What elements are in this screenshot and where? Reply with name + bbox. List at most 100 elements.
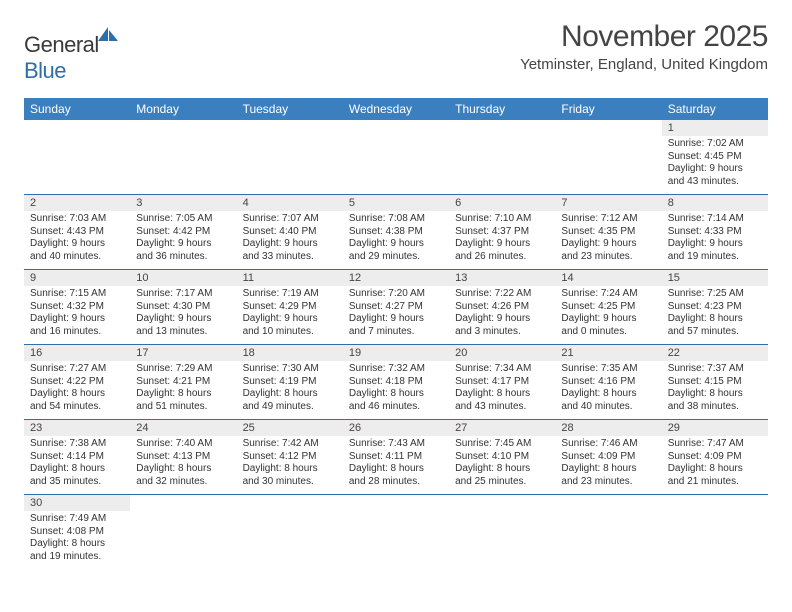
day-content-cell: Sunrise: 7:22 AMSunset: 4:26 PMDaylight:…	[449, 286, 555, 345]
sunrise-text: Sunrise: 7:42 AM	[243, 438, 337, 451]
day-details: Sunrise: 7:22 AMSunset: 4:26 PMDaylight:…	[449, 286, 555, 344]
day-number: 30	[24, 495, 130, 511]
sunrise-text: Sunrise: 7:30 AM	[243, 363, 337, 376]
sunrise-text: Sunrise: 7:34 AM	[455, 363, 549, 376]
empty-daynum	[449, 120, 555, 136]
sunrise-text: Sunrise: 7:37 AM	[668, 363, 762, 376]
day-details: Sunrise: 7:40 AMSunset: 4:13 PMDaylight:…	[130, 436, 236, 494]
sunrise-text: Sunrise: 7:38 AM	[30, 438, 124, 451]
week-daynum-row: 2345678	[24, 195, 768, 212]
day-number-cell: 28	[555, 420, 661, 437]
day-content-cell: Sunrise: 7:29 AMSunset: 4:21 PMDaylight:…	[130, 361, 236, 420]
day-number: 27	[449, 420, 555, 436]
sunrise-text: Sunrise: 7:24 AM	[561, 288, 655, 301]
day-details: Sunrise: 7:32 AMSunset: 4:18 PMDaylight:…	[343, 361, 449, 419]
day-number-cell	[449, 495, 555, 512]
week-content-row: Sunrise: 7:02 AMSunset: 4:45 PMDaylight:…	[24, 136, 768, 195]
sunset-text: Sunset: 4:25 PM	[561, 301, 655, 314]
day-details: Sunrise: 7:03 AMSunset: 4:43 PMDaylight:…	[24, 211, 130, 269]
sunrise-text: Sunrise: 7:35 AM	[561, 363, 655, 376]
sunset-text: Sunset: 4:21 PM	[136, 376, 230, 389]
day-number-cell: 26	[343, 420, 449, 437]
day-content-cell: Sunrise: 7:12 AMSunset: 4:35 PMDaylight:…	[555, 211, 661, 270]
sunset-text: Sunset: 4:40 PM	[243, 226, 337, 239]
day-content-cell	[555, 511, 661, 569]
day-header: Sunday	[24, 98, 130, 120]
sunset-text: Sunset: 4:11 PM	[349, 451, 443, 464]
day-number: 28	[555, 420, 661, 436]
day-content-cell	[237, 511, 343, 569]
day-number: 21	[555, 345, 661, 361]
day-number-cell	[130, 120, 236, 136]
sunset-text: Sunset: 4:22 PM	[30, 376, 124, 389]
page-title: November 2025	[520, 20, 768, 54]
week-content-row: Sunrise: 7:38 AMSunset: 4:14 PMDaylight:…	[24, 436, 768, 495]
day-number-cell: 16	[24, 345, 130, 362]
sunset-text: Sunset: 4:37 PM	[455, 226, 549, 239]
day-content-cell	[343, 136, 449, 195]
page-subtitle: Yetminster, England, United Kingdom	[520, 56, 768, 73]
week-daynum-row: 1	[24, 120, 768, 136]
day-content-cell	[237, 136, 343, 195]
day-details: Sunrise: 7:17 AMSunset: 4:30 PMDaylight:…	[130, 286, 236, 344]
week-daynum-row: 16171819202122	[24, 345, 768, 362]
sunrise-text: Sunrise: 7:15 AM	[30, 288, 124, 301]
daylight-text: Daylight: 8 hours and 57 minutes.	[668, 313, 762, 338]
day-number-cell: 1	[662, 120, 768, 136]
daylight-text: Daylight: 9 hours and 10 minutes.	[243, 313, 337, 338]
logo-word-1: General	[24, 32, 99, 57]
daylight-text: Daylight: 8 hours and 19 minutes.	[30, 538, 124, 563]
page-header: General Blue November 2025 Yetminster, E…	[24, 20, 768, 84]
daylight-text: Daylight: 8 hours and 40 minutes.	[561, 388, 655, 413]
week-daynum-row: 23242526272829	[24, 420, 768, 437]
daylight-text: Daylight: 8 hours and 25 minutes.	[455, 463, 549, 488]
sunset-text: Sunset: 4:17 PM	[455, 376, 549, 389]
sunrise-text: Sunrise: 7:10 AM	[455, 213, 549, 226]
sunset-text: Sunset: 4:12 PM	[243, 451, 337, 464]
sunrise-text: Sunrise: 7:49 AM	[30, 513, 124, 526]
day-number-cell	[662, 495, 768, 512]
sunset-text: Sunset: 4:08 PM	[30, 526, 124, 539]
sunrise-text: Sunrise: 7:03 AM	[30, 213, 124, 226]
week-daynum-row: 30	[24, 495, 768, 512]
day-content-cell	[24, 136, 130, 195]
day-content-cell: Sunrise: 7:08 AMSunset: 4:38 PMDaylight:…	[343, 211, 449, 270]
day-number-cell: 29	[662, 420, 768, 437]
day-number-cell	[555, 495, 661, 512]
day-content-cell: Sunrise: 7:14 AMSunset: 4:33 PMDaylight:…	[662, 211, 768, 270]
sunrise-text: Sunrise: 7:20 AM	[349, 288, 443, 301]
day-number-cell: 2	[24, 195, 130, 212]
day-details: Sunrise: 7:12 AMSunset: 4:35 PMDaylight:…	[555, 211, 661, 269]
sunrise-text: Sunrise: 7:22 AM	[455, 288, 549, 301]
day-number: 29	[662, 420, 768, 436]
calendar-body: 1 Sunrise: 7:02 AMSunset: 4:45 PMDayligh…	[24, 120, 768, 569]
week-content-row: Sunrise: 7:49 AMSunset: 4:08 PMDaylight:…	[24, 511, 768, 569]
daylight-text: Daylight: 9 hours and 33 minutes.	[243, 238, 337, 263]
daylight-text: Daylight: 8 hours and 43 minutes.	[455, 388, 549, 413]
sunset-text: Sunset: 4:19 PM	[243, 376, 337, 389]
day-number-cell	[343, 120, 449, 136]
sunrise-text: Sunrise: 7:29 AM	[136, 363, 230, 376]
day-details: Sunrise: 7:38 AMSunset: 4:14 PMDaylight:…	[24, 436, 130, 494]
daylight-text: Daylight: 9 hours and 36 minutes.	[136, 238, 230, 263]
day-content-cell: Sunrise: 7:24 AMSunset: 4:25 PMDaylight:…	[555, 286, 661, 345]
sunset-text: Sunset: 4:38 PM	[349, 226, 443, 239]
day-number: 12	[343, 270, 449, 286]
sunset-text: Sunset: 4:10 PM	[455, 451, 549, 464]
sunrise-text: Sunrise: 7:08 AM	[349, 213, 443, 226]
sunset-text: Sunset: 4:29 PM	[243, 301, 337, 314]
day-number-cell: 22	[662, 345, 768, 362]
sunset-text: Sunset: 4:18 PM	[349, 376, 443, 389]
day-number: 9	[24, 270, 130, 286]
daylight-text: Daylight: 9 hours and 3 minutes.	[455, 313, 549, 338]
day-content-cell: Sunrise: 7:17 AMSunset: 4:30 PMDaylight:…	[130, 286, 236, 345]
week-content-row: Sunrise: 7:27 AMSunset: 4:22 PMDaylight:…	[24, 361, 768, 420]
day-number-cell: 18	[237, 345, 343, 362]
title-block: November 2025 Yetminster, England, Unite…	[520, 20, 768, 73]
sunset-text: Sunset: 4:23 PM	[668, 301, 762, 314]
day-details: Sunrise: 7:27 AMSunset: 4:22 PMDaylight:…	[24, 361, 130, 419]
daylight-text: Daylight: 8 hours and 51 minutes.	[136, 388, 230, 413]
day-content-cell: Sunrise: 7:35 AMSunset: 4:16 PMDaylight:…	[555, 361, 661, 420]
day-number: 24	[130, 420, 236, 436]
day-content-cell	[555, 136, 661, 195]
